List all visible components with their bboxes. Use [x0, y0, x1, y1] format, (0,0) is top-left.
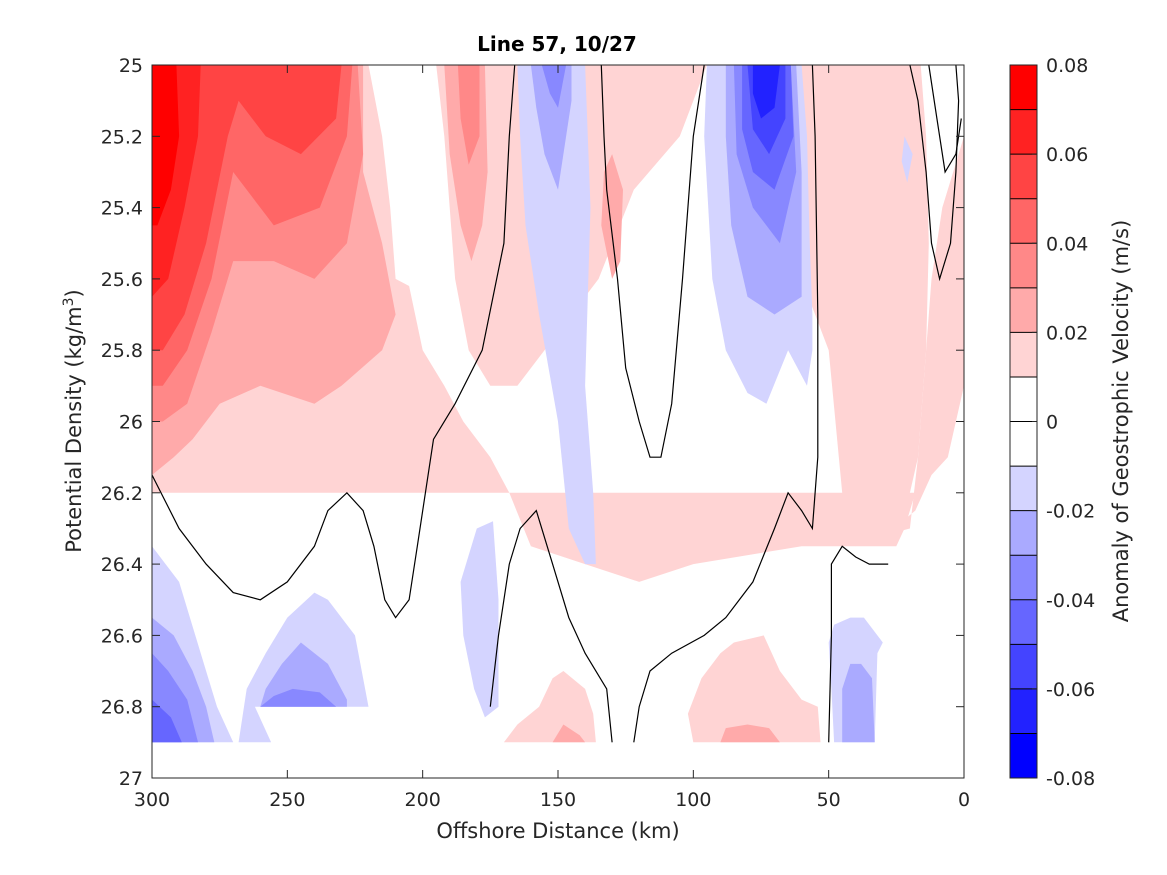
colorbar-segment-10 — [1010, 510, 1037, 556]
colorbar-segment-7 — [1010, 376, 1037, 422]
colorbar-segment-11 — [1010, 555, 1037, 600]
y-axis-label-end: ) — [62, 289, 86, 297]
y-tick-label-25.2: 25.2 — [101, 126, 143, 148]
contour-region-6 — [152, 65, 342, 351]
x-tick-label-200: 200 — [405, 789, 441, 811]
contour-region-14 — [541, 65, 567, 108]
contour-region-33 — [720, 724, 780, 743]
colorbar-segment-15 — [1010, 733, 1037, 778]
contour-line-0 — [151, 64, 516, 619]
colorbar-segment-8 — [1010, 421, 1037, 467]
colorbar-tick-label--0.04: -0.04 — [1046, 590, 1095, 612]
contour-region-25 — [152, 699, 182, 743]
y-tick-label-25.4: 25.4 — [101, 198, 143, 220]
filled-contour-regions — [152, 65, 964, 743]
contour-line-5 — [909, 64, 960, 282]
contour-region-34 — [503, 671, 596, 743]
y-tick-label-26: 26 — [119, 412, 143, 434]
colorbar-tick-label-0: 0 — [1046, 412, 1058, 434]
colorbar-segment-4 — [1010, 243, 1037, 288]
contour-region-20 — [752, 65, 780, 119]
y-tick-label-26.6: 26.6 — [101, 625, 143, 647]
y-axis-label-sup: 3 — [61, 297, 77, 306]
y-axis: 25 25.2 25.4 25.6 25.8 26 26.2 26.4 26.6 26.8 27 — [101, 55, 964, 790]
y-tick-label-26.8: 26.8 — [101, 697, 143, 719]
y-tick-label-25.8: 25.8 — [101, 340, 143, 362]
colorbar-tick-label-0.02: 0.02 — [1046, 322, 1088, 344]
contour-region-35 — [552, 724, 586, 743]
x-tick-label-150: 150 — [540, 789, 576, 811]
contour-region-27 — [260, 642, 347, 707]
contour-region-31 — [842, 663, 875, 743]
contour-line-2 — [600, 64, 705, 458]
y-tick-label-27: 27 — [119, 768, 143, 790]
contour-line-6 — [928, 64, 962, 174]
contour-region-10 — [457, 65, 480, 165]
x-tick-label-300: 300 — [134, 789, 170, 811]
colorbar-label: Anomaly of Geostrophic Velocity (m/s) — [1109, 220, 1133, 623]
x-tick-label-100: 100 — [675, 789, 711, 811]
contour-region-28 — [260, 688, 337, 707]
x-tick-label-250: 250 — [269, 789, 305, 811]
contour-region-2 — [866, 136, 964, 536]
y-axis-label: Potential Density (kg/m3) — [61, 289, 86, 553]
zero-contour-lines — [151, 64, 962, 743]
colorbar-segment-5 — [1010, 287, 1037, 333]
colorbar-segment-13 — [1010, 644, 1037, 689]
contour-region-32 — [687, 635, 821, 743]
y-axis-label-main: Potential Density (kg/m — [62, 306, 86, 552]
contour-region-13 — [530, 65, 572, 190]
colorbar-segment-2 — [1010, 154, 1037, 199]
colorbar-segment-12 — [1010, 599, 1037, 645]
y-tick-label-25: 25 — [119, 55, 143, 77]
colorbar-tick-label--0.06: -0.06 — [1046, 679, 1095, 701]
contour-region-12 — [517, 65, 596, 565]
colorbar-segment-14 — [1010, 688, 1037, 734]
colorbar-tick-label-0.04: 0.04 — [1046, 233, 1088, 255]
y-tick-label-25.6: 25.6 — [101, 269, 143, 291]
colorbar-segment-1 — [1010, 109, 1037, 155]
x-axis: 300 250 200 150 100 50 0 — [134, 65, 970, 811]
contour-region-8 — [152, 65, 180, 226]
colorbar: 0.08 0.06 0.04 0.02 0 -0.02 -0.04 -0.06 -0.08 — [1009, 55, 1095, 790]
contour-region-21 — [901, 136, 913, 183]
contour-region-29 — [460, 521, 499, 718]
x-tick-label-50: 50 — [817, 789, 841, 811]
colorbar-tick-label-0.08: 0.08 — [1046, 55, 1088, 77]
colorbar-tick-label--0.02: -0.02 — [1046, 501, 1095, 523]
colorbar-segment-9 — [1010, 466, 1037, 511]
chart-title: Line 57, 10/27 — [477, 32, 637, 56]
x-axis-label: Offshore Distance (km) — [436, 819, 679, 843]
colorbar-segment-0 — [1010, 65, 1037, 110]
colorbar-segment-3 — [1010, 198, 1037, 244]
colorbar-segment-6 — [1010, 332, 1037, 377]
colorbar-tick-label-0.06: 0.06 — [1046, 144, 1088, 166]
y-tick-label-26.2: 26.2 — [101, 483, 143, 505]
x-tick-label-0: 0 — [958, 789, 970, 811]
contour-line-3 — [633, 64, 819, 743]
contour-line-1 — [489, 509, 613, 743]
colorbar-tick-label--0.08: -0.08 — [1046, 768, 1095, 790]
y-tick-label-26.4: 26.4 — [101, 554, 143, 576]
contour-line-4 — [828, 545, 889, 743]
